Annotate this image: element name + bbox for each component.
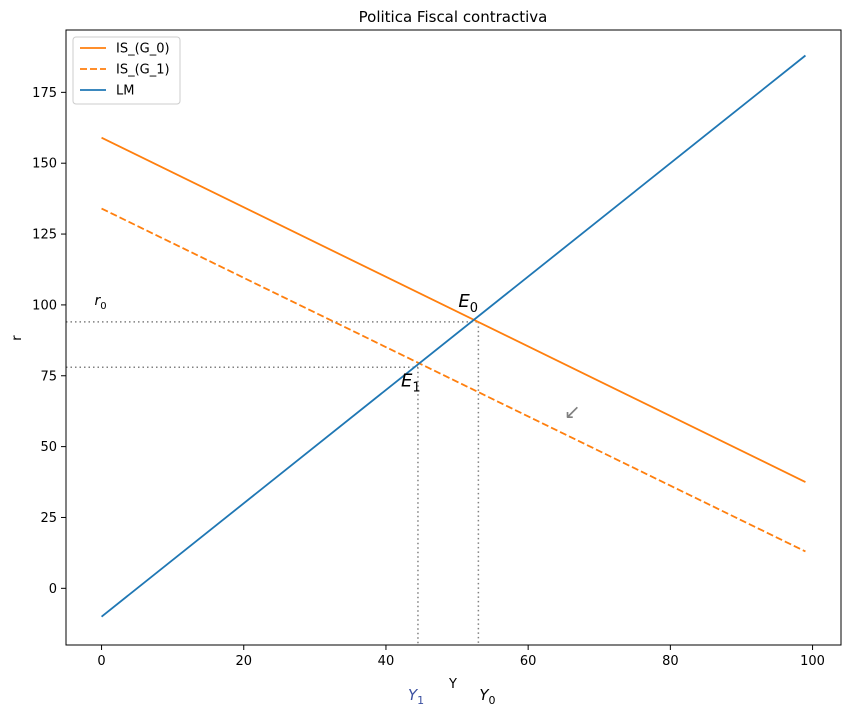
legend-box xyxy=(72,36,181,105)
e0-label-base: E xyxy=(458,291,470,312)
series-line-lm xyxy=(100,54,807,618)
series-line-is-g-1 xyxy=(101,207,806,553)
x-axis-label: Y xyxy=(448,677,457,692)
chart-title: Politica Fiscal contractiva xyxy=(359,8,548,26)
y-tick-label: 125 xyxy=(32,228,57,243)
y-tick-label: 0 xyxy=(49,582,57,597)
e1-label: E1 xyxy=(401,370,421,395)
y0-label: Y0 xyxy=(479,686,495,707)
e0-label: E0 xyxy=(458,291,478,316)
legend-label-is-g-0: IS_(G_0) xyxy=(116,42,170,57)
x-tick-label: 40 xyxy=(378,654,395,669)
y-axis-label: r xyxy=(10,335,25,341)
x-tick-label: 80 xyxy=(662,654,679,669)
r0-label-subscript: 0 xyxy=(100,301,106,312)
shift-arrow-icon: ↙ xyxy=(564,399,581,423)
y-tick-label: 100 xyxy=(32,298,57,313)
x-axis-ticks: 0 20 40 60 80 100 xyxy=(97,645,825,669)
legend: IS_(G_0) IS_(G_1) LM xyxy=(72,36,181,105)
x-tick-label: 100 xyxy=(800,654,825,669)
series-line-is-g-0 xyxy=(101,136,806,483)
y1-label: Y1 xyxy=(408,686,424,707)
e1-label-base: E xyxy=(401,370,413,391)
y-tick-label: 150 xyxy=(32,157,57,172)
x-tick-label: 0 xyxy=(97,654,105,669)
y-axis-ticks: 0 25 50 75 100 125 150 175 xyxy=(32,86,66,597)
plot-frame xyxy=(65,29,842,646)
e0-label-subscript: 0 xyxy=(470,301,478,316)
x-tick-label: 60 xyxy=(520,654,537,669)
r0-label-base: r xyxy=(94,293,101,309)
y1-label-subscript: 1 xyxy=(417,694,424,707)
plot-lines xyxy=(66,54,807,645)
y-tick-label: 175 xyxy=(32,86,57,101)
y-tick-label: 25 xyxy=(40,511,57,526)
y0-label-subscript: 0 xyxy=(489,694,496,707)
y0-label-base: Y xyxy=(479,686,490,704)
y-tick-label: 50 xyxy=(40,440,57,455)
y-tick-label: 75 xyxy=(40,369,57,384)
legend-label-lm: LM xyxy=(116,84,134,99)
e1-label-subscript: 1 xyxy=(412,380,420,395)
y1-label-base: Y xyxy=(408,686,419,704)
x-tick-label: 20 xyxy=(235,654,252,669)
legend-label-is-g-1: IS_(G_1) xyxy=(116,63,170,78)
r0-label: r0 xyxy=(94,293,106,312)
